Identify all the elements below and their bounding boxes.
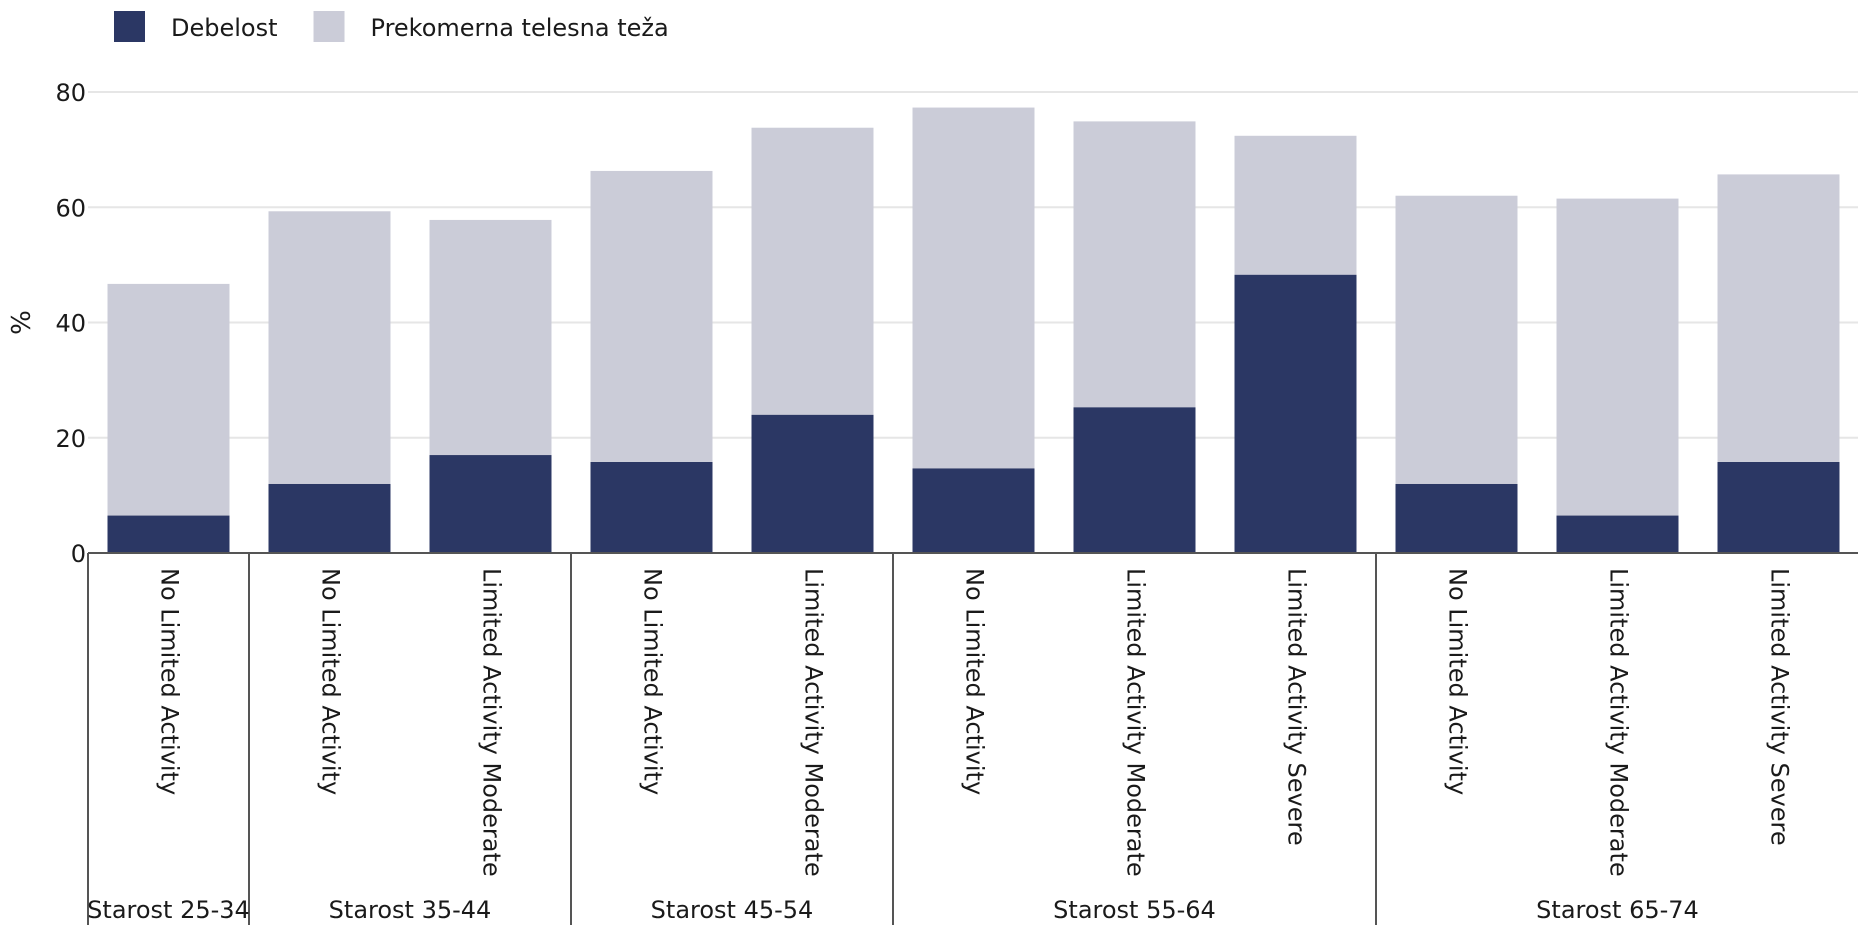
y-tick-label: 20 (55, 425, 86, 453)
bar-debelost-4 (751, 414, 874, 553)
category-label: Limited Activity Severe (1283, 568, 1311, 846)
bar-debelost-3 (590, 461, 713, 553)
bar-debelost-0 (107, 515, 230, 553)
bar-debelost-6 (1073, 407, 1196, 553)
category-label: No Limited Activity (156, 568, 184, 795)
bar-debelost-8 (1395, 483, 1518, 553)
category-label: No Limited Activity (639, 568, 667, 795)
bar-prekomerna-5 (912, 107, 1035, 469)
bar-debelost-1 (268, 483, 391, 553)
bar-prekomerna-9 (1556, 198, 1679, 516)
bar-prekomerna-7 (1234, 135, 1357, 275)
legend-swatch-1 (313, 11, 345, 42)
category-label: Limited Activity Moderate (1122, 568, 1150, 877)
bar-debelost-5 (912, 468, 1035, 553)
category-label: No Limited Activity (1444, 568, 1472, 795)
category-labels: No Limited Activity No Limited Activity Li… (156, 568, 1794, 877)
bar-prekomerna-3 (590, 170, 713, 462)
category-label: Limited Activity Moderate (478, 568, 506, 877)
group-label-1: Starost 35-44 (329, 896, 492, 924)
bar-prekomerna-8 (1395, 195, 1518, 484)
group-label-4: Starost 65-74 (1536, 896, 1699, 924)
bar-debelost-9 (1556, 515, 1679, 553)
y-axis-ticks: 0 20 40 60 80 (55, 79, 86, 568)
bar-debelost-2 (429, 455, 552, 553)
bar-debelost-10 (1717, 461, 1840, 553)
group-labels: Starost 25-34 Starost 35-44 Starost 45-54 S… (87, 896, 1699, 924)
group-label-0: Starost 25-34 (87, 896, 250, 924)
bar-prekomerna-2 (429, 219, 552, 456)
bar-prekomerna-1 (268, 211, 391, 484)
legend: Debelost Prekomerna telesna teža (114, 11, 669, 42)
legend-label-1: Prekomerna telesna teža (371, 14, 669, 42)
bar-prekomerna-6 (1073, 121, 1196, 408)
y-axis-title: % (7, 310, 37, 335)
category-label: Limited Activity Severe (1766, 568, 1794, 846)
group-label-2: Starost 45-54 (651, 896, 814, 924)
category-label: Limited Activity Moderate (1605, 568, 1633, 877)
bar-prekomerna-0 (107, 283, 230, 516)
bar-debelost-7 (1234, 274, 1357, 553)
y-tick-label: 40 (55, 310, 86, 338)
x-axis (87, 552, 1858, 925)
legend-swatch-0 (114, 11, 145, 42)
y-tick-label: 60 (55, 194, 86, 222)
bar-prekomerna-10 (1717, 174, 1840, 462)
group-label-3: Starost 55-64 (1053, 896, 1216, 924)
category-label: Limited Activity Moderate (800, 568, 828, 877)
legend-label-0: Debelost (171, 14, 278, 42)
y-tick-label: 80 (55, 79, 86, 107)
y-tick-label: 0 (71, 540, 86, 568)
category-label: No Limited Activity (961, 568, 989, 795)
bars (107, 107, 1840, 553)
category-label: No Limited Activity (317, 568, 345, 795)
bar-prekomerna-4 (751, 127, 874, 415)
